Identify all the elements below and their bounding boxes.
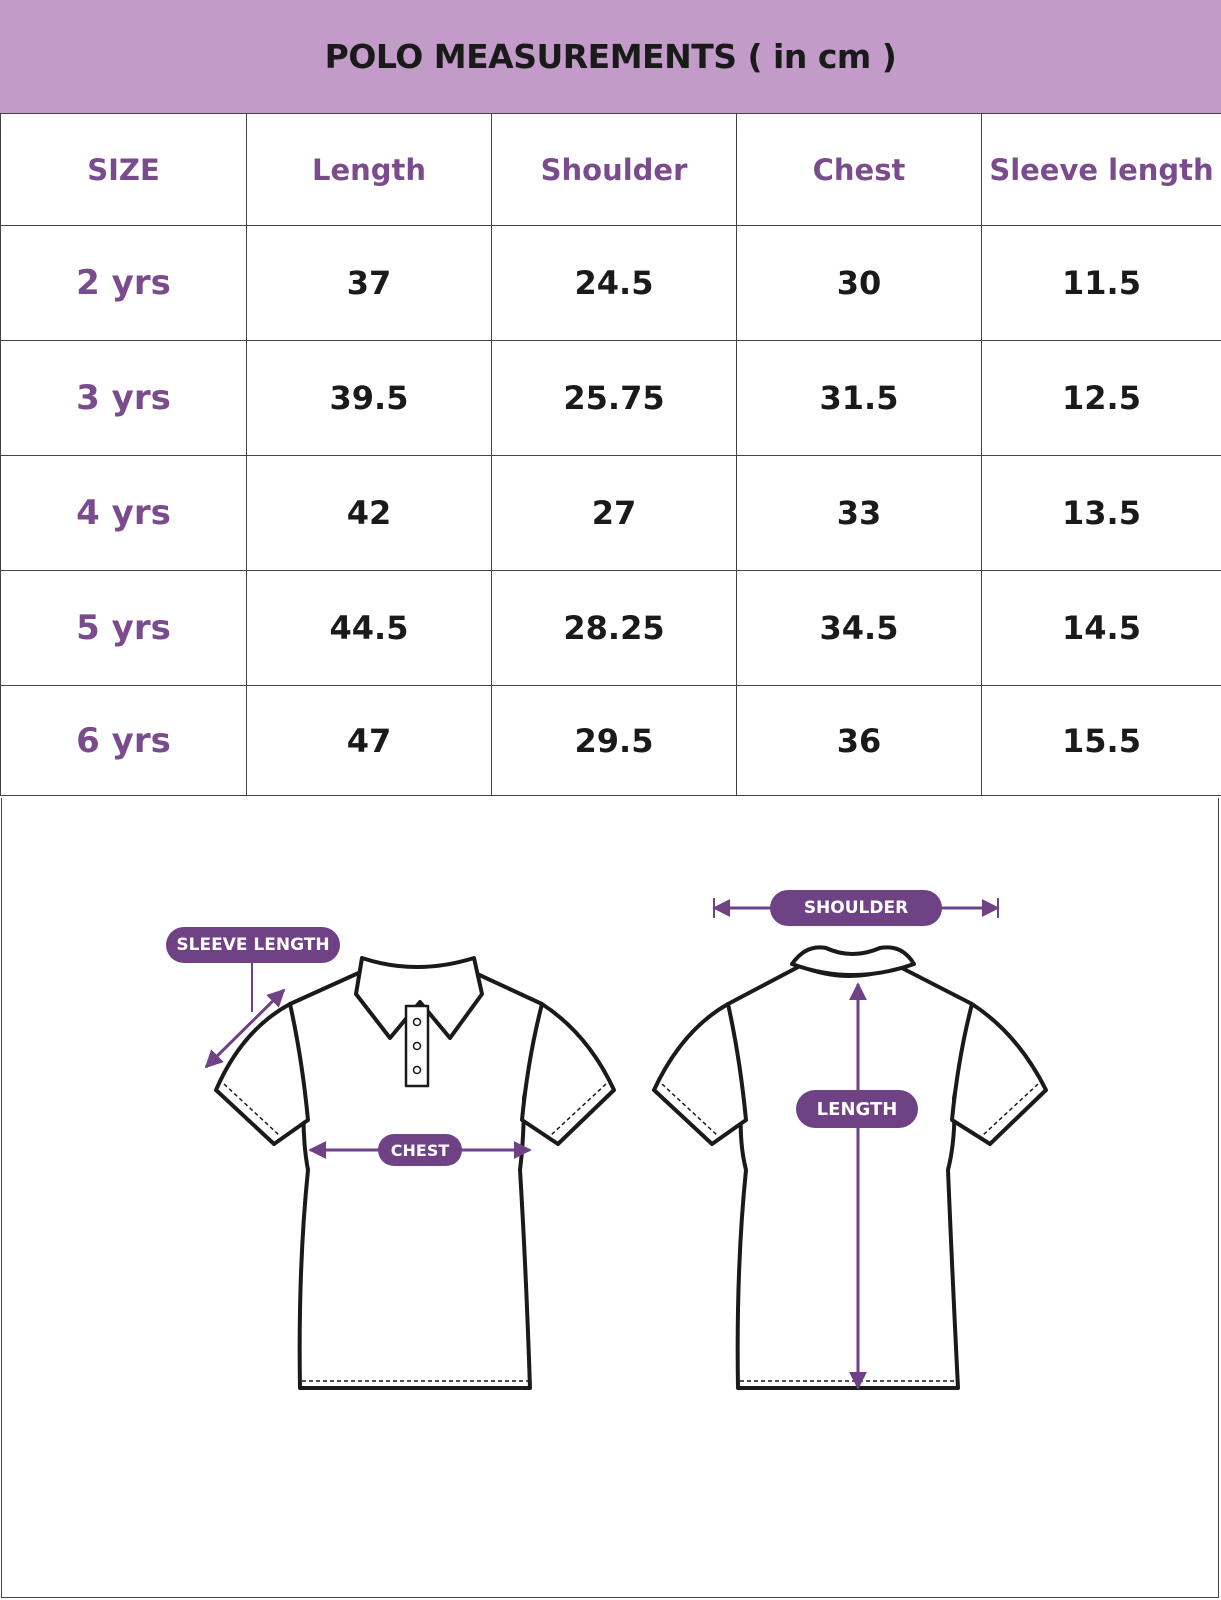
shoulder-label: SHOULDER <box>770 890 942 926</box>
table-header-row: SIZE Length Shoulder Chest Sleeve length <box>0 113 1221 226</box>
polo-back-stitch <box>661 1083 1039 1382</box>
size-label: 5 yrs <box>0 570 247 686</box>
polo-back-icon <box>652 945 1048 1390</box>
polo-front-stitch <box>223 1017 607 1382</box>
polo-front-icon <box>214 956 616 1390</box>
sleeve-length-value: 12.5 <box>981 340 1221 456</box>
measurement-diagram: SLEEVE LENGTH CHEST SHOULDER LENGTH <box>1 798 1219 1598</box>
length-value: 39.5 <box>246 340 492 456</box>
size-label: 3 yrs <box>0 340 247 456</box>
chest-value: 36 <box>736 685 982 796</box>
shoulder-value: 29.5 <box>491 685 737 796</box>
table-row: 2 yrs 37 24.5 30 11.5 <box>0 225 1221 341</box>
size-label: 2 yrs <box>0 225 247 341</box>
chest-column-header: Chest <box>736 113 982 226</box>
table-row: 5 yrs 44.5 28.25 34.5 14.5 <box>0 570 1221 686</box>
sleeve-length-label: SLEEVE LENGTH <box>166 927 340 963</box>
length-label: LENGTH <box>796 1090 918 1128</box>
size-label: 4 yrs <box>0 455 247 571</box>
length-column-header: Length <box>246 113 492 226</box>
shoulder-value: 24.5 <box>491 225 737 341</box>
shoulder-value: 27 <box>491 455 737 571</box>
shoulder-column-header: Shoulder <box>491 113 737 226</box>
title-banner: POLO MEASUREMENTS ( in cm ) <box>0 0 1221 113</box>
page-title: POLO MEASUREMENTS ( in cm ) <box>324 37 897 76</box>
chest-label: CHEST <box>378 1134 462 1166</box>
length-value: 42 <box>246 455 492 571</box>
sleeve-length-value: 14.5 <box>981 570 1221 686</box>
chest-value: 30 <box>736 225 982 341</box>
measurement-table: SIZE Length Shoulder Chest Sleeve length… <box>0 113 1221 796</box>
table-row: 6 yrs 47 29.5 36 15.5 <box>0 685 1221 796</box>
shoulder-value: 25.75 <box>491 340 737 456</box>
sleeve-length-column-header: Sleeve length <box>981 113 1221 226</box>
sleeve-length-value: 11.5 <box>981 225 1221 341</box>
chest-value: 31.5 <box>736 340 982 456</box>
chest-value: 34.5 <box>736 570 982 686</box>
size-label: 6 yrs <box>0 685 247 796</box>
size-column-header: SIZE <box>0 113 247 226</box>
table-row: 4 yrs 42 27 33 13.5 <box>0 455 1221 571</box>
sleeve-length-value: 13.5 <box>981 455 1221 571</box>
diagram-canvas <box>204 898 1048 1390</box>
table-row: 3 yrs 39.5 25.75 31.5 12.5 <box>0 340 1221 456</box>
length-value: 44.5 <box>246 570 492 686</box>
length-value: 37 <box>246 225 492 341</box>
sleeve-length-value: 15.5 <box>981 685 1221 796</box>
length-value: 47 <box>246 685 492 796</box>
chest-value: 33 <box>736 455 982 571</box>
shoulder-value: 28.25 <box>491 570 737 686</box>
